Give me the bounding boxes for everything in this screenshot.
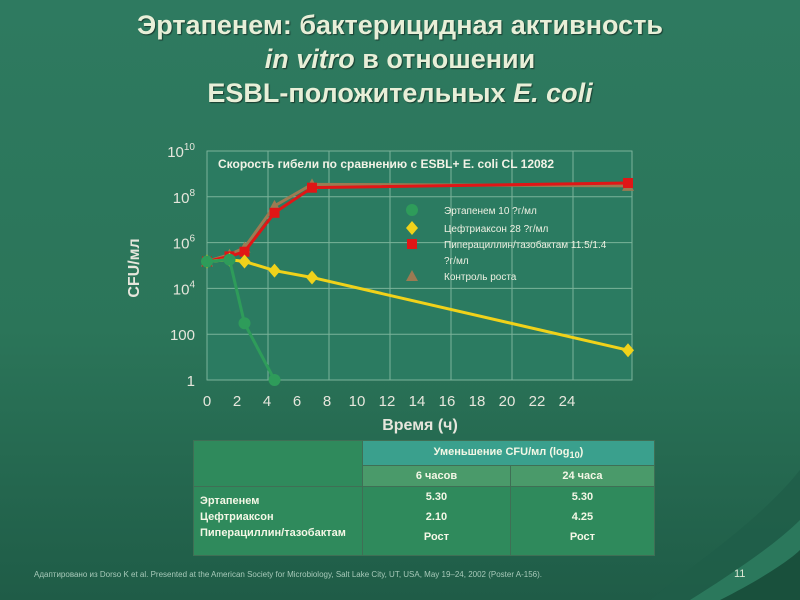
y-tick-base: 10 <box>173 281 190 298</box>
data-point-diamond <box>406 221 418 235</box>
title-line-3-text: ESBL-положительных <box>207 78 514 108</box>
title-line-2: in vitro в отношении <box>0 42 800 76</box>
footnote: Адаптировано из Dorso K et al. Presented… <box>34 570 543 579</box>
column-header-6h: 6 часов <box>362 465 511 487</box>
data-point-square <box>269 207 280 218</box>
value-ceftriaxone-24h: 4.25 <box>571 511 594 523</box>
y-tick-exponent: 8 <box>189 188 195 199</box>
row-name-ertapenem: Эртапенем <box>200 495 260 507</box>
row-name-piperacillin: Пиперациллин/тазобактам <box>200 527 346 539</box>
x-tick-label: 4 <box>263 393 271 410</box>
y-tick-label: 100 <box>170 327 195 344</box>
data-point-diamond <box>268 263 281 278</box>
data-point-triangle <box>406 270 418 281</box>
y-tick-exponent: 4 <box>189 279 195 290</box>
y-tick-label: 1 <box>187 373 195 390</box>
x-tick-label: 20 <box>499 393 516 410</box>
x-tick-label: 16 <box>439 393 456 410</box>
x-tick-label: 18 <box>469 393 486 410</box>
table-header-text: Уменьшение CFU/мл (log <box>433 445 570 458</box>
y-tick-base: 10 <box>167 144 184 161</box>
title-italic-in-vitro: in vitro <box>264 44 355 74</box>
data-series <box>201 178 634 386</box>
table-corner-cell <box>193 440 363 487</box>
value-ceftriaxone-6h: 2.10 <box>425 511 448 523</box>
title-line-2-rest: в отношении <box>354 44 536 74</box>
legend-label: Контроль роста <box>444 272 517 283</box>
values-6h-cell: 5.30 2.10 Рост <box>362 486 511 556</box>
value-piperacillin-24h: Рост <box>569 531 596 543</box>
y-tick-base: 100 <box>170 327 195 344</box>
x-tick-label: 12 <box>379 393 396 410</box>
x-tick-label: 8 <box>323 393 331 410</box>
x-axis-label: Время (ч) <box>382 417 458 434</box>
value-ertapenem-24h: 5.30 <box>571 491 594 503</box>
values-24h-cell: 5.30 4.25 Рост <box>509 486 656 556</box>
x-tick-label: 14 <box>409 393 426 410</box>
x-tick-label: 22 <box>529 393 546 410</box>
data-point-circle <box>268 374 281 386</box>
grid-lines <box>206 150 633 381</box>
x-tick-label: 2 <box>233 393 241 410</box>
data-point-diamond <box>238 254 251 269</box>
row-names-cell: Эртапенем Цефтриаксон Пиперациллин/тазоб… <box>193 486 363 556</box>
chart-title: Скорость гибели по сравнению с ESBL+ E. … <box>218 157 554 171</box>
page-number: 11 <box>734 568 746 580</box>
data-point-square <box>407 239 417 249</box>
data-point-circle <box>223 253 236 266</box>
x-tick-label: 6 <box>293 393 301 410</box>
legend-label: Эртапенем 10 ?г/мл <box>444 206 537 217</box>
data-point-diamond <box>622 343 634 358</box>
series-ertapenem <box>201 253 281 386</box>
reduction-table: Уменьшение CFU/мл (log10) 6 часов 24 час… <box>193 440 656 556</box>
value-ertapenem-6h: 5.30 <box>425 491 448 503</box>
x-axis-ticks: 0 2 4 6 8 10 12 14 16 18 20 22 24 <box>203 393 576 410</box>
title-italic-ecoli: E. coli <box>513 78 593 108</box>
legend-label: Пиперациллин/тазобактам 11.5/1.4 <box>444 239 607 251</box>
y-tick-base: 10 <box>173 236 190 253</box>
y-tick-label: 106 <box>173 234 196 253</box>
y-tick-label: 108 <box>173 188 196 207</box>
y-axis-label: CFU/мл <box>126 238 143 297</box>
y-tick-base: 10 <box>173 190 190 207</box>
value-piperacillin-6h: Рост <box>423 531 450 543</box>
y-tick-label: 1010 <box>167 142 195 161</box>
x-tick-label: 0 <box>203 393 211 410</box>
data-point-diamond <box>306 270 318 285</box>
data-point-circle <box>201 255 213 268</box>
table-header-group: Уменьшение CFU/мл (log10) <box>362 440 655 466</box>
data-point-circle <box>406 204 418 216</box>
y-tick-exponent: 10 <box>184 142 196 153</box>
y-tick-label: 104 <box>173 279 196 298</box>
kill-rate-chart: Скорость гибели по сравнению с ESBL+ E. … <box>126 142 634 434</box>
data-point-circle <box>238 317 251 330</box>
y-tick-exponent: 6 <box>189 234 195 245</box>
data-point-square <box>307 182 317 193</box>
table-header-end: ) <box>579 445 584 458</box>
table-header-sub: 10 <box>569 450 580 461</box>
slide-title: Эртапенем: бактерицидная активность in v… <box>0 8 800 110</box>
legend-label: ?г/мл <box>444 256 469 267</box>
row-name-ceftriaxone: Цефтриаксон <box>200 511 274 523</box>
column-header-24h: 24 часа <box>509 465 656 487</box>
y-tick-base: 1 <box>187 373 195 390</box>
series-line-ertapenem <box>206 258 276 381</box>
data-point-square <box>623 178 633 189</box>
x-tick-label: 24 <box>559 393 576 410</box>
legend-label: Цефтриаксон 28 ?г/мл <box>444 223 548 235</box>
legend: Эртапенем 10 ?г/мл Цефтриаксон 28 ?г/мл Пи… <box>406 204 607 283</box>
x-tick-label: 10 <box>349 393 366 410</box>
title-line-1: Эртапенем: бактерицидная активность <box>136 10 664 40</box>
title-line-3: ESBL-положительных E. coli <box>0 76 800 110</box>
data-point-square <box>239 246 250 257</box>
